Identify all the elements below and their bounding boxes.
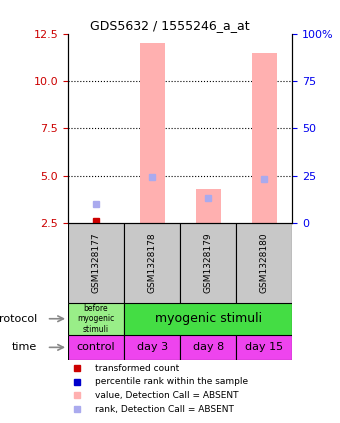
Text: myogenic stimuli: myogenic stimuli (155, 312, 262, 325)
Text: value, Detection Call = ABSENT: value, Detection Call = ABSENT (95, 391, 238, 400)
Bar (124, 335, 180, 360)
Text: day 15: day 15 (245, 342, 284, 352)
Text: before
myogenic
stimuli: before myogenic stimuli (78, 304, 115, 334)
Text: day 8: day 8 (193, 342, 224, 352)
Text: percentile rank within the sample: percentile rank within the sample (95, 377, 248, 386)
Text: GSM1328178: GSM1328178 (148, 233, 157, 293)
Text: day 3: day 3 (137, 342, 168, 352)
Bar (195, 189, 221, 223)
Bar (124, 223, 180, 302)
Bar (180, 223, 236, 302)
Bar (68, 302, 124, 335)
Text: transformed count: transformed count (95, 363, 179, 373)
Text: GSM1328180: GSM1328180 (260, 233, 269, 293)
Text: protocol: protocol (0, 314, 37, 324)
Text: GDS5632 / 1555246_a_at: GDS5632 / 1555246_a_at (90, 19, 250, 32)
Text: time: time (12, 342, 37, 352)
Bar (68, 335, 124, 360)
Bar (236, 223, 292, 302)
Bar (180, 335, 236, 360)
Bar (252, 53, 277, 223)
Text: GSM1328177: GSM1328177 (91, 233, 101, 293)
Bar (68, 223, 124, 302)
Text: control: control (77, 342, 115, 352)
Bar (124, 302, 292, 335)
Text: GSM1328179: GSM1328179 (204, 233, 213, 293)
Text: rank, Detection Call = ABSENT: rank, Detection Call = ABSENT (95, 404, 234, 414)
Bar (236, 335, 292, 360)
Bar (139, 43, 165, 223)
